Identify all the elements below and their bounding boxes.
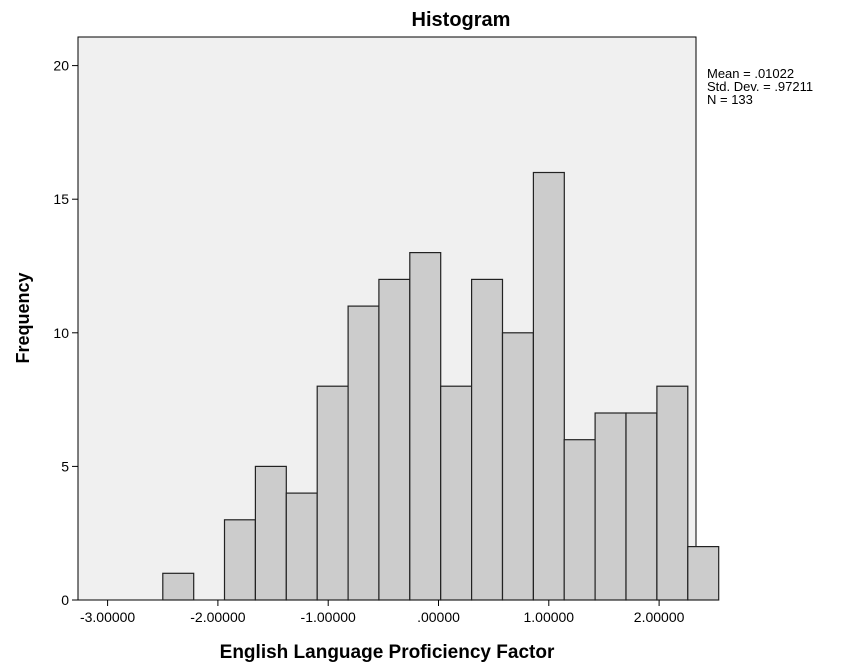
histogram-bar [285,492,318,601]
histogram-bar [563,439,596,601]
stats-std-dev: Std. Dev. = .97211 [707,79,814,94]
stats-n: N = 133 [707,92,753,107]
histogram-bar [162,572,195,601]
y-tick-label: 15 [53,191,69,207]
x-tick-label: -1.00000 [301,609,356,625]
histogram-bar [347,305,380,601]
histogram-bar [316,385,349,601]
y-tick-label: 20 [53,58,69,74]
y-tick-label: 10 [53,325,69,341]
histogram-bar [440,385,473,601]
histogram-bar [656,385,689,601]
y-axis: 0 5 10 15 20 [53,58,78,608]
x-tick-label: -2.00000 [190,609,245,625]
histogram-bar [471,278,504,601]
histogram-bar [594,412,627,601]
histogram-bar [625,412,658,601]
histogram-bar [501,332,534,601]
x-tick-label: 1.00000 [523,609,574,625]
y-tick-label: 5 [61,458,69,474]
histogram-bar [532,171,565,601]
x-tick-label: -3.00000 [80,609,135,625]
chart-title: Histogram [412,9,511,31]
bars-layer [162,171,720,601]
x-tick-label: 2.00000 [634,609,685,625]
histogram-bar [378,278,411,601]
x-axis-label: English Language Proficiency Factor [220,642,555,663]
histogram-bar [254,465,287,601]
histogram-bar [687,545,720,601]
y-axis-label: Frequency [13,272,33,363]
histogram-bar [223,519,256,601]
histogram-bar [409,252,442,601]
stats-box: Mean = .01022 Std. Dev. = .97211 N = 133 [707,67,813,106]
stats-mean: Mean = .01022 [707,66,795,81]
x-tick-label: .00000 [417,609,460,625]
x-axis: -3.00000 -2.00000 -1.00000 .00000 1.00000 2.0… [80,600,685,625]
y-tick-label: 0 [61,592,69,608]
